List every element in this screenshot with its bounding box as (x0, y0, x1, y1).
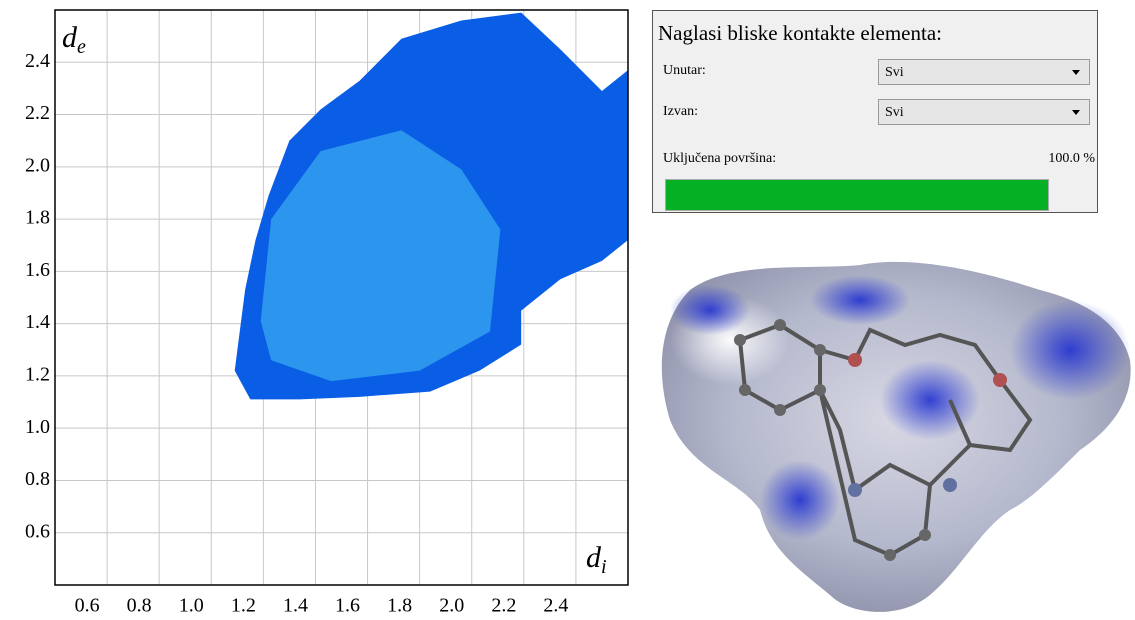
inside-label: Unutar: (663, 63, 706, 79)
surface-percent: 100.0 % (1048, 151, 1095, 167)
outside-select[interactable]: Svi (878, 99, 1090, 125)
page: 0.6 0.8 1.0 1.2 1.4 1.6 1.8 2.0 2.2 2.4 0.6 0.8 1.0 1… (0, 0, 1135, 620)
x-tick-label: 0.8 (127, 595, 152, 617)
hirshfeld-surface (650, 250, 1135, 620)
outside-label: Izvan: (663, 104, 698, 120)
y-tick-label: 0.6 (25, 520, 50, 542)
x-tick-label: 2.4 (543, 595, 568, 617)
axis-subscript: e (77, 36, 86, 58)
progress-track (665, 179, 1049, 211)
y-tick-label: 2.4 (25, 50, 50, 72)
panel-title: Naglasi bliske kontakte elementa: (658, 21, 942, 46)
surface-shade (760, 460, 840, 540)
x-tick-label: 1.6 (335, 595, 360, 617)
x-tick-label: 2.2 (491, 595, 516, 617)
axis-symbol: d (586, 541, 602, 574)
y-tick-label: 2.0 (25, 154, 50, 176)
y-tick-label: 0.8 (25, 468, 50, 490)
y-tick-label: 1.8 (25, 207, 50, 229)
surface-shade (810, 275, 910, 325)
fingerprint-plot: 0.6 0.8 1.0 1.2 1.4 1.6 1.8 2.0 2.2 2.4 0.6 0.8 1.0 1… (0, 0, 640, 620)
y-tick-label: 1.4 (25, 311, 50, 333)
x-tick-label: 1.8 (387, 595, 412, 617)
y-tick-label: 1.2 (25, 364, 50, 386)
surface-shade (670, 285, 750, 335)
x-tick-label: 1.4 (283, 595, 308, 617)
y-tick-label: 1.6 (25, 259, 50, 281)
y-tick-label: 1.0 (25, 416, 50, 438)
axis-label: de (62, 21, 86, 58)
x-tick-label: 1.2 (231, 595, 256, 617)
axis-symbol: d (62, 21, 78, 54)
x-tick-label: 1.0 (179, 595, 204, 617)
highlight-panel: Naglasi bliske kontakte elementa: Unutar… (652, 10, 1098, 213)
progress-bar (666, 180, 1048, 210)
inside-select[interactable]: Svi (878, 59, 1090, 85)
surface-shade (880, 360, 980, 440)
surface-shade (1010, 300, 1130, 400)
x-tick-label: 0.6 (75, 595, 100, 617)
x-tick-label: 2.0 (439, 595, 464, 617)
axis-label: di (586, 541, 607, 578)
surface-label: Uključena površina: (663, 151, 776, 167)
axis-subscript: i (601, 556, 607, 578)
y-tick-label: 2.2 (25, 102, 50, 124)
